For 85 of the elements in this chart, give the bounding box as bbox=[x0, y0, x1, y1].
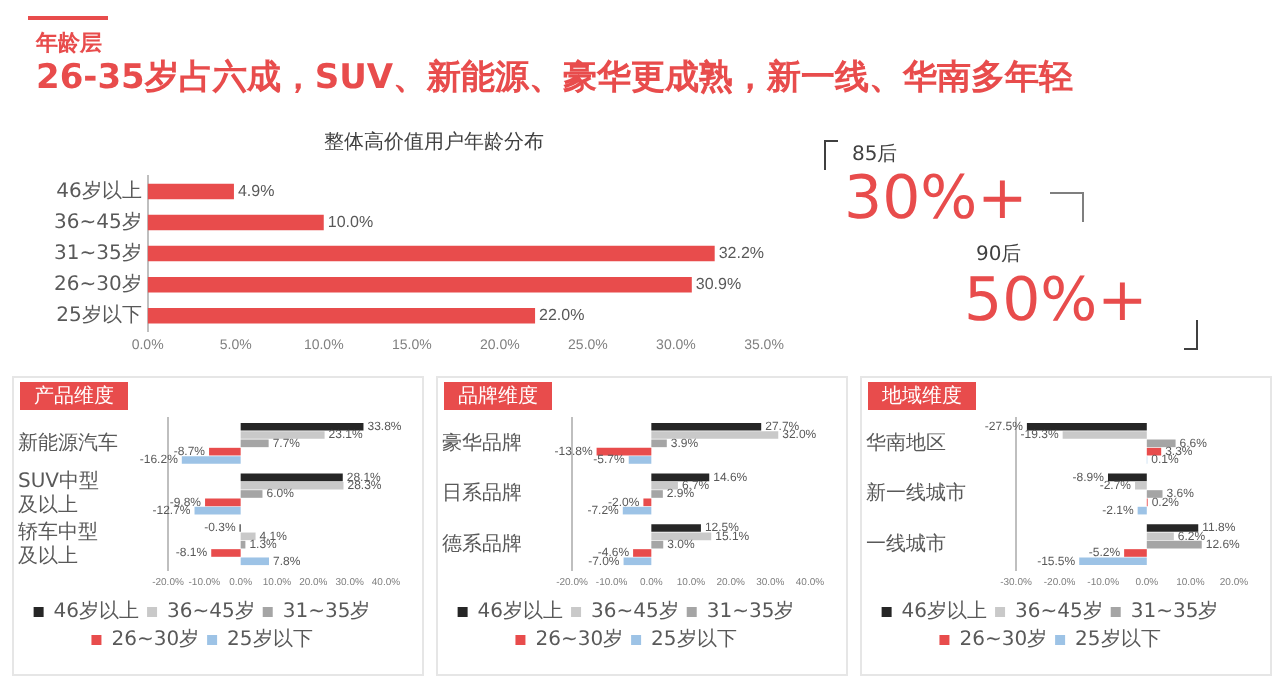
data-label: 22.0% bbox=[539, 306, 585, 325]
legend-label: 31~35岁 bbox=[1130, 599, 1219, 624]
data-label: 10.0% bbox=[327, 212, 374, 231]
y-tick-label: SUV中型及以上 bbox=[18, 469, 100, 518]
bar bbox=[147, 245, 715, 262]
bar bbox=[209, 447, 241, 456]
bar bbox=[1137, 506, 1147, 515]
bar bbox=[643, 498, 652, 507]
legend-label: 46岁以上 bbox=[901, 599, 988, 624]
data-label: 30.9% bbox=[695, 275, 742, 294]
bar bbox=[240, 431, 325, 439]
bar bbox=[1124, 549, 1147, 557]
y-tick-label: 德系品牌 bbox=[442, 531, 522, 556]
bar bbox=[651, 490, 663, 498]
text: 26-35岁占六成，SUV、新能源、豪华更成熟，新一线、华南多年轻 bbox=[36, 56, 1074, 100]
bar bbox=[651, 540, 664, 549]
data-label: 32.2% bbox=[718, 244, 765, 263]
y-tick-label: 31~35岁 bbox=[54, 240, 142, 265]
bar bbox=[622, 506, 652, 515]
bar bbox=[147, 214, 324, 231]
bar bbox=[628, 456, 652, 464]
legend-label: 25岁以下 bbox=[1075, 627, 1161, 652]
bar bbox=[623, 557, 652, 566]
text: 50%+ bbox=[964, 266, 1148, 336]
y-tick-label: 25岁以下 bbox=[56, 302, 142, 327]
bar bbox=[651, 481, 678, 490]
y-tick-label: 日系品牌 bbox=[442, 481, 522, 506]
y-tick-label: 一线城市 bbox=[866, 531, 946, 556]
bar bbox=[1146, 490, 1163, 498]
bar bbox=[147, 307, 536, 324]
bar bbox=[240, 481, 344, 490]
bar bbox=[1079, 557, 1147, 566]
chart-title: 整体高价值用户年龄分布 bbox=[322, 129, 546, 156]
bar bbox=[205, 498, 241, 507]
bar bbox=[240, 439, 269, 448]
bar bbox=[240, 473, 343, 482]
bar bbox=[651, 524, 701, 532]
bar bbox=[651, 532, 712, 541]
bar bbox=[1146, 532, 1174, 541]
chart-title: 产品维度 bbox=[34, 384, 114, 409]
bar bbox=[240, 532, 256, 541]
text: 90后 bbox=[976, 241, 1022, 268]
text: 年龄层 bbox=[36, 28, 102, 58]
legend-label: 36~45岁 bbox=[167, 599, 255, 624]
bar bbox=[147, 276, 692, 293]
legend-label: 26~30岁 bbox=[111, 627, 200, 652]
y-tick-label: 46岁以上 bbox=[56, 178, 142, 203]
y-tick-label: 豪华品牌 bbox=[442, 430, 522, 455]
legend-label: 25岁以下 bbox=[227, 627, 313, 652]
legend-label: 36~45岁 bbox=[591, 599, 679, 624]
legend-label: 36~45岁 bbox=[1015, 599, 1103, 624]
bar bbox=[651, 431, 779, 439]
legend-label: 25岁以下 bbox=[651, 627, 737, 652]
text: 30%+ bbox=[844, 164, 1028, 234]
bar bbox=[633, 549, 652, 557]
y-tick-label: 轿车中型及以上 bbox=[18, 519, 98, 568]
legend-label: 26~30岁 bbox=[535, 627, 624, 652]
bar bbox=[240, 557, 270, 566]
bar bbox=[240, 422, 364, 431]
bar bbox=[651, 439, 667, 448]
bar bbox=[194, 506, 241, 515]
legend-label: 31~35岁 bbox=[706, 599, 795, 624]
y-tick-label: 新能源汽车 bbox=[18, 430, 118, 455]
data-label: 4.9% bbox=[237, 181, 275, 200]
y-tick-label: 26~30岁 bbox=[54, 271, 142, 296]
legend-label: 31~35岁 bbox=[282, 599, 371, 624]
bar bbox=[240, 490, 263, 498]
y-tick-label: 新一线城市 bbox=[866, 481, 966, 506]
bar bbox=[1135, 481, 1147, 490]
bar bbox=[1146, 540, 1202, 549]
chart-title: 地域维度 bbox=[880, 384, 962, 409]
text: 85后 bbox=[852, 141, 898, 168]
bar bbox=[1062, 431, 1147, 439]
bar bbox=[147, 183, 234, 200]
legend-label: 46岁以上 bbox=[477, 599, 564, 624]
bar bbox=[1146, 439, 1176, 448]
y-tick-label: 华南地区 bbox=[866, 430, 946, 455]
bar bbox=[1026, 422, 1147, 431]
legend-label: 26~30岁 bbox=[959, 627, 1048, 652]
bar bbox=[181, 456, 241, 464]
bar bbox=[1146, 524, 1199, 532]
chart-title: 品牌维度 bbox=[458, 384, 538, 409]
bar bbox=[211, 549, 241, 557]
bar bbox=[651, 422, 762, 431]
y-tick-label: 36~45岁 bbox=[54, 209, 142, 234]
